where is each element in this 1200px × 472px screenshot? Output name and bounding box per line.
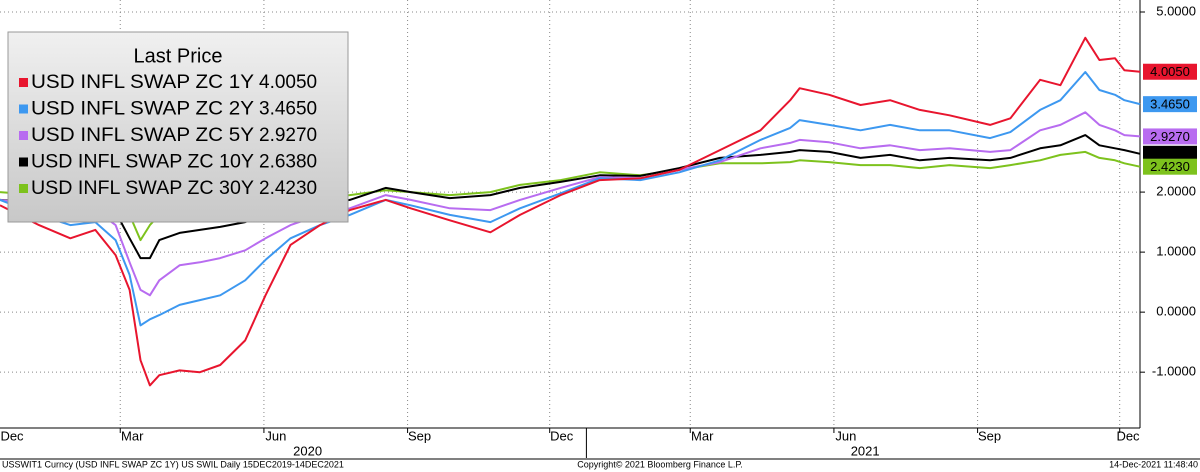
legend-value: 2.9270 bbox=[259, 125, 317, 146]
price-tag bbox=[1143, 96, 1197, 113]
x-tick-label: Dec bbox=[0, 428, 24, 443]
x-tick-label: Dec bbox=[1116, 428, 1140, 443]
y-tick-label: 1.0000 bbox=[1156, 244, 1196, 259]
price-tag-label: 2.9270 bbox=[1150, 129, 1190, 144]
price-tag-label: 2.4230 bbox=[1150, 159, 1190, 174]
price-tag-label: 2.6380 bbox=[1150, 146, 1190, 161]
line bbox=[0, 150, 1141, 242]
line bbox=[0, 71, 1141, 327]
year-label: 2021 bbox=[851, 443, 880, 458]
legend-label: USD INFL SWAP ZC 1Y bbox=[31, 72, 254, 93]
legend-label: USD INFL SWAP ZC 10Y bbox=[31, 152, 254, 173]
year-label: 2020 bbox=[293, 443, 322, 458]
y-tick-label: -1.0000 bbox=[1152, 364, 1196, 379]
y-tick-label: 2.0000 bbox=[1156, 184, 1196, 199]
price-tag-label: 4.0050 bbox=[1150, 64, 1190, 79]
legend-value: 2.6380 bbox=[259, 152, 317, 173]
x-tick-label: Sep bbox=[408, 428, 431, 443]
legend-value: 2.4230 bbox=[259, 178, 317, 199]
footer-center: Copyright© 2021 Bloomberg Finance L.P. bbox=[577, 459, 743, 469]
price-tag-label: 3.4650 bbox=[1150, 97, 1190, 112]
legend-label: USD INFL SWAP ZC 2Y bbox=[31, 99, 254, 120]
legend-swatch bbox=[19, 131, 28, 140]
legend-box bbox=[7, 31, 349, 223]
footer-right: 14-Dec-2021 11:48:40 bbox=[1109, 459, 1198, 469]
legend-title: Last Price bbox=[134, 45, 223, 67]
line bbox=[0, 111, 1141, 297]
x-tick-label: Sep bbox=[978, 428, 1001, 443]
price-tag bbox=[1143, 128, 1197, 145]
y-tick-label: 0.0000 bbox=[1156, 304, 1196, 319]
legend-label: USD INFL SWAP ZC 30Y bbox=[31, 178, 254, 199]
legend-swatch bbox=[19, 78, 28, 87]
legend-swatch bbox=[19, 104, 28, 114]
legend-label: USD INFL SWAP ZC 5Y bbox=[31, 125, 254, 146]
x-tick-label: Mar bbox=[691, 428, 714, 443]
price-tag bbox=[1143, 158, 1197, 175]
x-tick-label: Jun bbox=[265, 428, 286, 443]
line bbox=[0, 36, 1141, 387]
legend-swatch bbox=[19, 184, 28, 193]
legend-value: 4.0050 bbox=[259, 72, 317, 93]
line bbox=[0, 134, 1141, 260]
x-tick-label: Mar bbox=[121, 428, 144, 443]
x-tick-label: Jun bbox=[835, 428, 856, 443]
y-tick-label: 5.0000 bbox=[1156, 3, 1196, 18]
legend-value: 3.4650 bbox=[259, 99, 317, 120]
legend-swatch bbox=[19, 157, 28, 167]
footer-left: USSWIT1 Curncy (USD INFL SWAP ZC 1Y) US … bbox=[2, 459, 344, 469]
x-tick-label: Dec bbox=[550, 428, 574, 443]
price-tag bbox=[1143, 63, 1197, 80]
price-tag bbox=[1143, 145, 1197, 162]
